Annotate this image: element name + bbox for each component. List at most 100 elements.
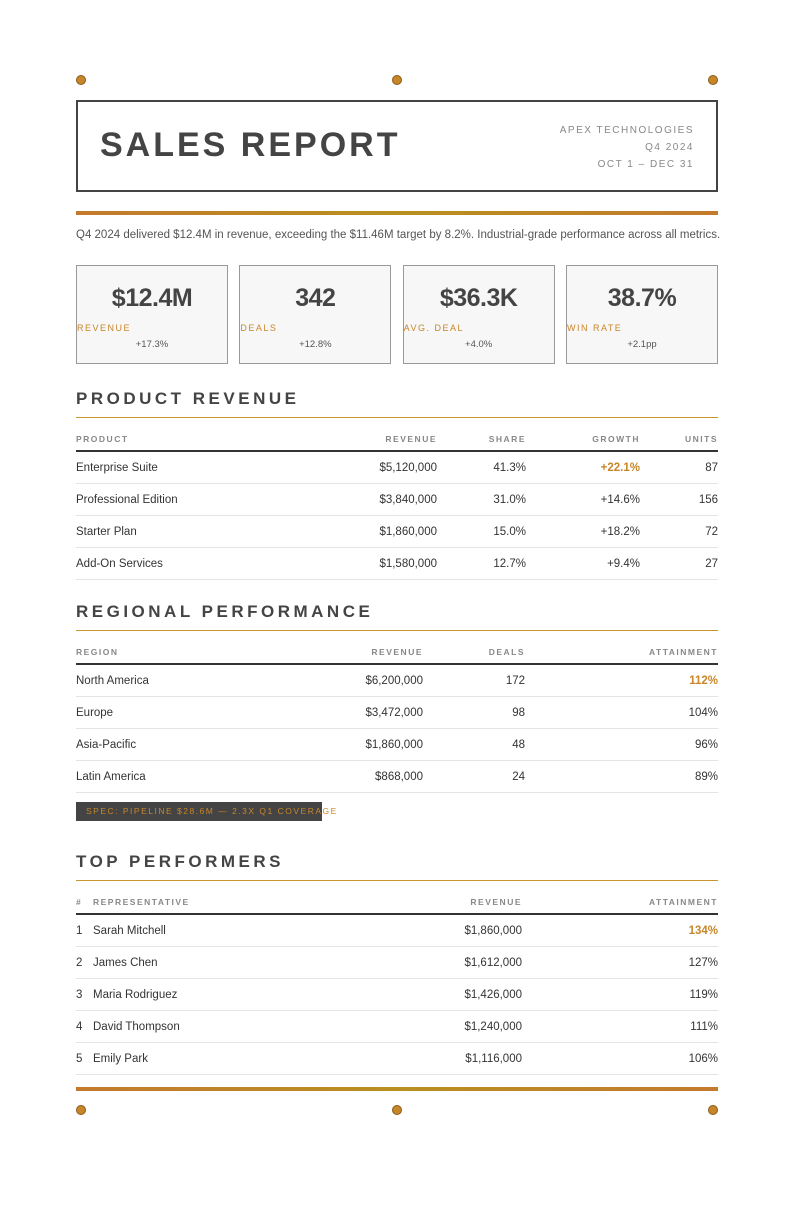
dot bbox=[76, 1105, 86, 1115]
kpi-card: 38.7% WIN RATE +2.1pp bbox=[565, 265, 718, 364]
company: APEX TECHNOLOGIES bbox=[559, 125, 694, 136]
cell: Professional Edition bbox=[76, 483, 336, 516]
cell: 3 bbox=[76, 978, 93, 1011]
column-header: # bbox=[76, 891, 93, 915]
cell: Latin America bbox=[76, 760, 326, 793]
table-head: PRODUCT REVENUE SHARE GROWTH UNITS bbox=[76, 428, 718, 452]
cell: James Chen bbox=[93, 946, 343, 979]
cell: 1 bbox=[76, 914, 93, 947]
cell: 98 bbox=[423, 696, 525, 729]
cell: $1,240,000 bbox=[343, 1010, 522, 1043]
table-row: Add-On Services $1,580,000 12.7% +9.4% 27 bbox=[76, 547, 718, 580]
cell: Asia-Pacific bbox=[76, 728, 326, 761]
cell: 106% bbox=[522, 1042, 718, 1075]
cell: Sarah Mitchell bbox=[93, 914, 343, 947]
table-head: REGION REVENUE DEALS ATTAINMENT bbox=[76, 641, 718, 665]
cell: $1,426,000 bbox=[343, 978, 522, 1011]
period: OCT 1 – DEC 31 bbox=[597, 159, 694, 170]
cell: Maria Rodriguez bbox=[93, 978, 343, 1011]
section-title: REGIONAL PERFORMANCE bbox=[76, 602, 718, 631]
cell: 5 bbox=[76, 1042, 93, 1075]
table-row: North America $6,200,000 172 112% bbox=[76, 664, 718, 697]
quarter: Q4 2024 bbox=[645, 142, 694, 153]
cell: 89% bbox=[525, 760, 718, 793]
kpi-change: +2.1pp bbox=[627, 339, 657, 350]
header-row: # REPRESENTATIVE REVENUE ATTAINMENT bbox=[76, 891, 718, 915]
cell: 27 bbox=[640, 547, 718, 580]
cell: $1,860,000 bbox=[326, 728, 423, 761]
cell: 127% bbox=[522, 946, 718, 979]
cell: 48 bbox=[423, 728, 525, 761]
cell: 104% bbox=[525, 696, 718, 729]
table-row: 4 David Thompson $1,240,000 111% bbox=[76, 1010, 718, 1043]
kpi-change: +4.0% bbox=[465, 339, 493, 350]
table-row: Latin America $868,000 24 89% bbox=[76, 760, 718, 793]
data-table: PRODUCT REVENUE SHARE GROWTH UNITS Enterprise… bbox=[76, 428, 718, 580]
section-title: PRODUCT REVENUE bbox=[76, 389, 718, 418]
cell: 12.7% bbox=[437, 547, 526, 580]
cell: 119% bbox=[522, 978, 718, 1011]
table-row: 5 Emily Park $1,116,000 106% bbox=[76, 1042, 718, 1075]
column-header: DEALS bbox=[423, 641, 525, 665]
cell: $6,200,000 bbox=[326, 664, 423, 697]
divider bbox=[76, 1087, 718, 1091]
cell: 24 bbox=[423, 760, 525, 793]
column-header: ATTAINMENT bbox=[522, 891, 718, 915]
cell: 31.0% bbox=[437, 483, 526, 516]
table-row: 1 Sarah Mitchell $1,860,000 134% bbox=[76, 914, 718, 947]
region-section: REGIONAL PERFORMANCE REGION REVENUE DEALS AT… bbox=[76, 602, 718, 793]
kpi-value: $12.4M bbox=[111, 284, 193, 312]
cell: $868,000 bbox=[326, 760, 423, 793]
table-body: Enterprise Suite $5,120,000 41.3% +22.1% 87 P… bbox=[76, 451, 718, 580]
table-row: Starter Plan $1,860,000 15.0% +18.2% 72 bbox=[76, 515, 718, 548]
cell: Emily Park bbox=[93, 1042, 343, 1075]
spec-note: SPEC: PIPELINE $28.6M — 2.3X Q1 COVERAGE bbox=[76, 802, 336, 821]
column-header: REVENUE bbox=[326, 641, 423, 665]
cell: 156 bbox=[640, 483, 718, 516]
cell: 4 bbox=[76, 1010, 93, 1043]
kpi-change: +12.8% bbox=[299, 339, 332, 350]
performers-section: TOP PERFORMERS # REPRESENTATIVE REVENUE ATTA… bbox=[76, 852, 718, 1075]
dot bbox=[392, 1105, 402, 1115]
cell: $1,860,000 bbox=[343, 914, 522, 947]
kpi-label: DEALS bbox=[240, 323, 278, 333]
cell: +14.6% bbox=[526, 483, 640, 516]
cell: +9.4% bbox=[526, 547, 640, 580]
kpi-value: 38.7% bbox=[607, 284, 677, 312]
cell: 41.3% bbox=[437, 451, 526, 484]
dot bbox=[76, 75, 86, 85]
cell: 134% bbox=[522, 914, 718, 947]
table-row: Europe $3,472,000 98 104% bbox=[76, 696, 718, 729]
cell: Add-On Services bbox=[76, 547, 336, 580]
cell: Starter Plan bbox=[76, 515, 336, 548]
kpi-change: +17.3% bbox=[135, 339, 169, 350]
column-header: PRODUCT bbox=[76, 428, 336, 452]
cell: +18.2% bbox=[526, 515, 640, 548]
table-row: Asia-Pacific $1,860,000 48 96% bbox=[76, 728, 718, 761]
table-row: Enterprise Suite $5,120,000 41.3% +22.1% 87 bbox=[76, 451, 718, 484]
header-meta: APEX TECHNOLOGIES Q4 2024 OCT 1 – DEC 31 bbox=[560, 122, 694, 173]
kpi-label: AVG. DEAL bbox=[403, 323, 465, 333]
kpi-label: REVENUE bbox=[77, 323, 132, 333]
kpi-card: $12.4M REVENUE +17.3% bbox=[76, 265, 228, 364]
kpi-card: $36.3K AVG. DEAL +4.0% bbox=[402, 265, 555, 364]
kpi-value: 342 bbox=[295, 284, 336, 312]
summary: Q4 2024 delivered $12.4M in revenue, exc… bbox=[76, 229, 721, 241]
table-body: North America $6,200,000 172 112% Europe $3,4… bbox=[76, 664, 718, 793]
cell: 96% bbox=[525, 728, 718, 761]
cell: North America bbox=[76, 664, 326, 697]
header-row: PRODUCT REVENUE SHARE GROWTH UNITS bbox=[76, 428, 718, 452]
column-header: SHARE bbox=[437, 428, 526, 452]
table-head: # REPRESENTATIVE REVENUE ATTAINMENT bbox=[76, 891, 718, 915]
column-header: REVENUE bbox=[336, 428, 437, 452]
cell: 111% bbox=[522, 1010, 718, 1043]
kpi-row: $12.4M REVENUE +17.3% 342 DEALS +12.8% $36.3K A… bbox=[76, 265, 718, 364]
cell: $1,116,000 bbox=[343, 1042, 522, 1075]
table-body: 1 Sarah Mitchell $1,860,000 134% 2 James Chen… bbox=[76, 914, 718, 1075]
header: SALES REPORT APEX TECHNOLOGIES Q4 2024 O… bbox=[76, 100, 718, 192]
header-row: REGION REVENUE DEALS ATTAINMENT bbox=[76, 641, 718, 665]
kpi-value: $36.3K bbox=[439, 284, 518, 312]
cell: Enterprise Suite bbox=[76, 451, 336, 484]
column-header: REPRESENTATIVE bbox=[93, 891, 343, 915]
cell: 112% bbox=[525, 664, 718, 697]
